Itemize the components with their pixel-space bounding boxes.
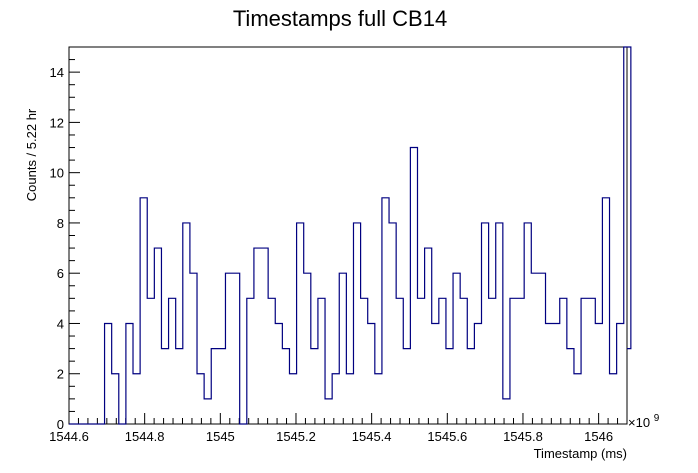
histogram-bin <box>410 148 417 424</box>
histogram-bin <box>233 273 240 424</box>
histogram-bin <box>176 349 183 424</box>
histogram-bin <box>425 248 432 424</box>
x-axis-multiplier-exponent: 9 <box>654 413 660 424</box>
y-tick-label: 4 <box>57 316 64 331</box>
x-axis-multiplier-base: ×10 <box>628 415 650 430</box>
histogram-bin <box>567 349 574 424</box>
histogram-bin <box>211 349 218 424</box>
histogram-bin <box>489 298 496 424</box>
histogram-bin <box>368 323 375 424</box>
histogram-bin <box>154 248 161 424</box>
histogram-bin <box>133 374 140 424</box>
histogram-bin <box>304 273 311 424</box>
histogram-bin <box>510 298 517 424</box>
histogram-bin <box>282 349 289 424</box>
x-tick-label: 1545.8 <box>503 429 543 444</box>
histogram-bin <box>396 298 403 424</box>
histogram-bin <box>318 298 325 424</box>
y-tick-label: 12 <box>50 115 64 130</box>
x-tick-label: 1545.6 <box>427 429 467 444</box>
histogram-bin <box>268 298 275 424</box>
histogram-bin <box>610 374 617 424</box>
histogram-bin <box>339 273 346 424</box>
histogram-bin <box>446 349 453 424</box>
histogram-bin <box>275 323 282 424</box>
chart-title: Timestamps full CB14 <box>233 6 447 31</box>
histogram-bin <box>197 374 204 424</box>
histogram-bin <box>574 374 581 424</box>
x-axis-label: Timestamp (ms) <box>534 446 627 461</box>
x-tick-label: 1544.6 <box>49 429 89 444</box>
x-tick-label: 1545.2 <box>276 429 316 444</box>
histogram-bin <box>375 374 382 424</box>
histogram-bin <box>225 273 232 424</box>
histogram-bin <box>112 374 119 424</box>
x-tick-label: 1545 <box>206 429 235 444</box>
histogram-bin <box>204 399 211 424</box>
histogram-bin <box>517 298 524 424</box>
histogram-bin <box>161 349 168 424</box>
histogram-bin <box>496 223 503 424</box>
histogram-bin <box>538 273 545 424</box>
y-tick-label: 14 <box>50 65 64 80</box>
histogram-bin <box>581 298 588 424</box>
y-tick-label: 8 <box>57 216 64 231</box>
histogram-bin <box>531 273 538 424</box>
x-axis-multiplier: ×10 9 <box>628 413 660 430</box>
histogram-bin <box>311 349 318 424</box>
histogram-bin <box>353 223 360 424</box>
histogram-bin <box>261 248 268 424</box>
histogram-bin <box>602 198 609 424</box>
histogram-bin <box>389 223 396 424</box>
histogram-bin <box>190 273 197 424</box>
histogram-bin <box>247 298 254 424</box>
y-tick-label: 10 <box>50 166 64 181</box>
histogram-bin <box>595 323 602 424</box>
y-tick-label: 0 <box>57 417 64 432</box>
x-axis-ticks: 1544.6 1544.8 1545 1545.2 1545.4 1545.6 1545.8… <box>49 413 628 444</box>
histogram-bin <box>105 323 112 424</box>
y-tick-label: 6 <box>57 266 64 281</box>
histogram-bin <box>332 374 339 424</box>
x-tick-label: 1544.8 <box>125 429 165 444</box>
histogram-bin <box>588 298 595 424</box>
histogram-bin <box>254 248 261 424</box>
y-axis-ticks: 0 2 4 6 8 10 12 14 <box>50 46 80 432</box>
histogram-bin <box>467 349 474 424</box>
histogram-bin <box>325 399 332 424</box>
histogram-bin <box>482 223 489 424</box>
histogram-bin <box>297 223 304 424</box>
histogram-bin <box>147 298 154 424</box>
histogram-bin <box>474 323 481 424</box>
histogram-bin <box>624 47 627 424</box>
histogram-bin <box>382 198 389 424</box>
histogram-bin <box>289 374 296 424</box>
histogram-bin <box>560 298 567 424</box>
histogram-bin <box>140 198 147 424</box>
histogram-bin <box>126 323 133 424</box>
x-tick-label: 1546 <box>584 429 613 444</box>
histogram-bin <box>553 323 560 424</box>
histogram-bin <box>453 273 460 424</box>
histogram-step-line <box>69 46 632 425</box>
histogram-bin <box>439 298 446 424</box>
histogram-bin <box>503 399 510 424</box>
histogram-bin <box>432 323 439 424</box>
histogram-bin <box>617 323 624 424</box>
histogram-bars <box>69 46 632 425</box>
histogram-bin <box>546 323 553 424</box>
y-axis-label: Counts / 5.22 hr <box>24 108 39 201</box>
histogram-bin <box>460 298 467 424</box>
histogram-bin <box>417 298 424 424</box>
y-tick-label: 2 <box>57 367 64 382</box>
histogram-bin <box>183 223 190 424</box>
histogram-bin <box>218 349 225 424</box>
histogram-bin <box>169 298 176 424</box>
histogram-bin <box>403 349 410 424</box>
x-tick-label: 1545.4 <box>352 429 392 444</box>
histogram-bin <box>524 223 531 424</box>
histogram-bin <box>346 374 353 424</box>
histogram-bin <box>361 298 368 424</box>
